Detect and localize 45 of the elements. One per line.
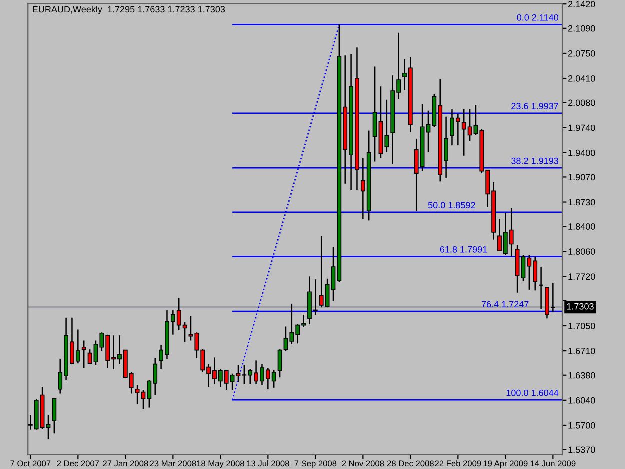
x-tick-label: 23 Mar 2008 [150, 460, 196, 467]
y-tick-label: 1.8730 [568, 199, 596, 206]
x-tick-label: 22 Feb 2009 [435, 460, 482, 467]
candlestick [52, 398, 57, 434]
ref-line-label: 61.8 1.7991 [440, 246, 488, 253]
y-tick-label: 1.8060 [568, 248, 596, 255]
chart-title: EURAUD,Weekly 1.7295 1.7633 1.7233 1.7303 [33, 6, 226, 14]
x-tick-label: 27 Jan 2008 [103, 460, 148, 467]
y-tick-label: 1.6380 [568, 372, 596, 379]
candlestick [278, 348, 282, 378]
ref-line-label: 1.7303 [567, 303, 594, 310]
x-tick-label: 28 Dec 2008 [387, 460, 434, 467]
x-tick-label: 7 Oct 2007 [10, 460, 51, 467]
x-tick-label: 19 Apr 2009 [484, 460, 528, 468]
x-tick-label: 2 Nov 2008 [342, 460, 384, 467]
candlestick [82, 340, 86, 369]
y-tick-label: 1.8400 [568, 224, 596, 230]
y-tick-label: 1.7050 [568, 322, 596, 330]
y-tick-label: 1.9400 [568, 150, 596, 156]
y-tick-label: 1.6710 [568, 348, 596, 354]
ref-line-label: 23.6 1.9937 [512, 103, 558, 110]
y-tick-label: 2.1090 [568, 25, 596, 32]
y-tick-label: 2.0410 [568, 75, 596, 82]
y-tick-label: 2.0080 [568, 100, 596, 106]
y-tick-label: 2.1420 [568, 1, 596, 8]
ref-line-label: 50.0 1.8592 [428, 202, 476, 209]
x-tick-label: 2 Dec 2007 [57, 460, 100, 467]
candlestick [135, 384, 140, 405]
x-tick-label: 7 Sep 2008 [294, 460, 337, 468]
ref-line-label: 38.2 1.9193 [512, 158, 558, 164]
y-tick-label: 2.0750 [568, 50, 596, 57]
candlestick [539, 266, 544, 310]
x-tick-label: 13 Jul 2008 [247, 460, 290, 467]
x-tick-label: 18 May 2008 [197, 460, 244, 468]
y-tick-label: 1.9070 [568, 174, 596, 181]
ref-line-label: 0.0 2.1140 [517, 14, 559, 21]
y-tick-label: 1.6040 [568, 397, 596, 404]
x-tick-label: 14 Jun 2009 [530, 460, 576, 467]
candlestick [88, 348, 92, 365]
y-tick-label: 1.5370 [568, 446, 596, 454]
ref-line-label: 76.4 1.7247 [482, 301, 529, 308]
y-tick-label: 1.5700 [568, 422, 596, 429]
y-tick-label: 1.9740 [568, 124, 596, 132]
y-tick-label: 1.7720 [568, 274, 596, 280]
ref-line-label: 100.0 1.6044 [506, 390, 559, 396]
